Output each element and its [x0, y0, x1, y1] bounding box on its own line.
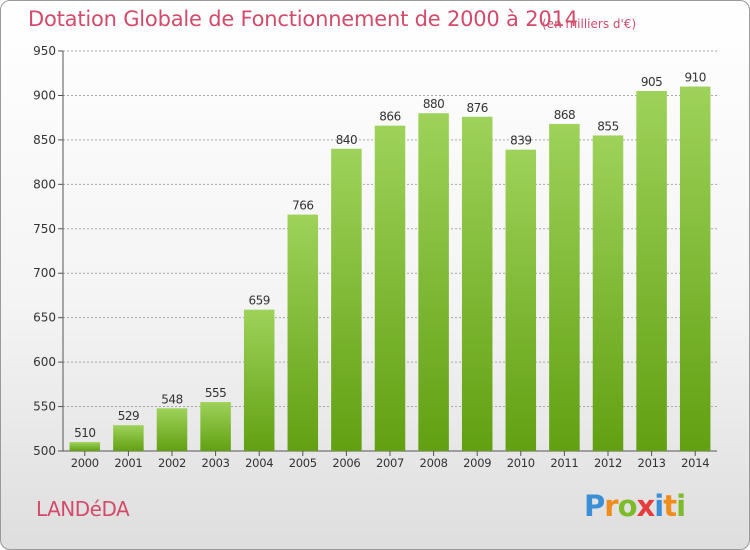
chart-title: Dotation Globale de Fonctionnement de 20…	[28, 7, 578, 31]
y-tick-label: 700	[33, 266, 56, 280]
x-tick-label: 2008	[420, 456, 448, 470]
data-label: 839	[510, 134, 531, 148]
data-label: 529	[118, 409, 139, 423]
logo-letter: x	[636, 489, 656, 523]
data-label: 855	[597, 119, 618, 133]
y-tick-label: 650	[33, 311, 56, 325]
y-tick-label: 800	[33, 177, 56, 191]
x-tick-label: 2001	[114, 456, 142, 470]
logo-letter: i	[676, 489, 686, 523]
data-label: 868	[554, 108, 575, 122]
data-label: 766	[292, 199, 313, 213]
bar	[156, 408, 188, 451]
y-tick-label: 850	[33, 133, 56, 147]
x-tick-label: 2012	[594, 456, 622, 470]
logo-letter: P	[584, 489, 605, 523]
chart-subtitle: (en milliers d'€)	[542, 17, 637, 31]
bar	[113, 425, 144, 451]
proxiti-logo: Proxiti	[584, 489, 686, 523]
logo-letter: o	[617, 489, 638, 523]
bar	[418, 113, 449, 451]
x-tick-label: 2014	[681, 456, 709, 470]
y-tick-label: 500	[33, 444, 56, 458]
x-tick-label: 2003	[202, 456, 230, 470]
bars	[69, 86, 711, 452]
bar	[592, 135, 624, 451]
x-tick-label: 2013	[638, 456, 666, 470]
data-labels: 510 529 548 555 659 766 840 866 880 876 839 868 855 9…	[74, 71, 706, 441]
data-label: 866	[379, 110, 400, 124]
bar	[636, 91, 667, 451]
bar	[243, 309, 275, 451]
data-label: 659	[248, 294, 269, 308]
y-tick-label: 600	[33, 355, 56, 369]
y-tick-label: 550	[33, 400, 56, 414]
data-label: 905	[641, 75, 662, 89]
data-label: 840	[336, 133, 357, 147]
bar	[505, 149, 537, 451]
data-label: 880	[423, 97, 444, 111]
data-label: 548	[161, 392, 182, 406]
x-tick-label: 2007	[376, 456, 404, 470]
logo-letter: t	[663, 489, 677, 523]
x-tick-label: 2009	[463, 456, 491, 470]
bar	[69, 442, 101, 451]
data-label: 510	[74, 426, 95, 440]
bar	[331, 148, 362, 451]
y-tick-labels: 500 550 600 650 700 750 800 850 900 950	[33, 44, 56, 458]
data-label: 910	[684, 71, 705, 85]
bar	[374, 125, 406, 452]
x-tick-label: 2010	[507, 456, 535, 470]
logo-letter: i	[654, 489, 664, 523]
data-label: 876	[466, 101, 487, 115]
x-tick-label: 2011	[550, 456, 578, 470]
x-tick-label: 2000	[71, 456, 99, 470]
x-tick-label: 2004	[245, 456, 273, 470]
bar	[679, 86, 711, 452]
bar	[200, 402, 231, 451]
x-tick-label: 2006	[332, 456, 360, 470]
bar	[549, 123, 580, 451]
x-tick-label: 2005	[289, 456, 317, 470]
y-tick-label: 750	[33, 222, 56, 236]
y-tick-label: 900	[33, 88, 56, 102]
y-tick-label: 950	[33, 44, 56, 58]
data-label: 555	[205, 386, 226, 400]
city-name: LANDéDA	[36, 497, 130, 521]
logo-letter: r	[604, 489, 618, 523]
x-tick-labels: 2000 2001 2002 2003 2004 2005 2006 2007 2008 2009…	[71, 451, 710, 470]
bar	[461, 116, 493, 452]
x-tick-label: 2002	[158, 456, 186, 470]
bar	[287, 214, 319, 451]
